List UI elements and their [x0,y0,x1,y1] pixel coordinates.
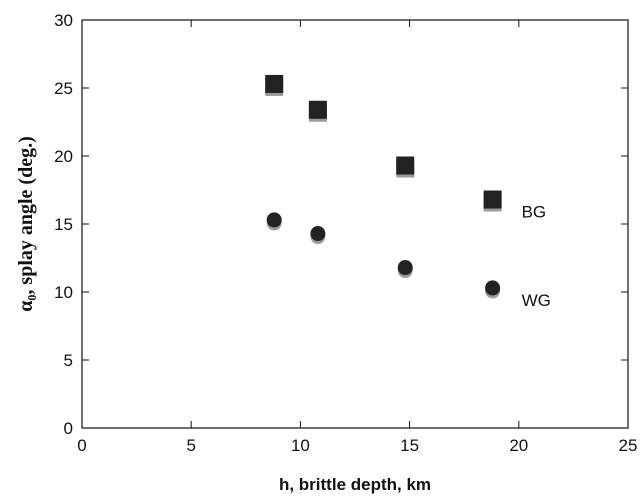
wg-point [310,226,326,242]
y-axis-label: α₀, splay angle (deg.) [15,136,37,312]
ticks: 0 5 10 15 20 25 0 5 10 15 20 25 30 [54,11,637,455]
axes [81,19,629,429]
series-labels: BG WG [522,203,551,310]
wg-point [266,212,282,228]
data-marks [265,74,502,299]
x-axis-label: h, brittle depth, km [279,475,431,494]
x-tick-label: 15 [400,436,419,455]
y-tick-label: 30 [54,11,73,30]
bg-series-label: BG [522,203,547,222]
x-tick-label: 10 [291,436,310,455]
x-tick-label: 25 [619,436,638,455]
y-tick-label: 25 [54,79,73,98]
bg-point [265,74,284,93]
y-tick-label: 15 [54,215,73,234]
bg-point [308,100,327,119]
bg-point [483,190,502,209]
bg-point [396,156,415,175]
x-tick-label: 0 [77,436,86,455]
x-tick-label: 20 [509,436,528,455]
plot-frame [81,19,629,429]
y-tick-label: 5 [64,351,73,370]
y-tick-label: 0 [64,419,73,438]
wg-series-label: WG [522,291,551,310]
wg-point [397,260,413,276]
y-tick-label: 10 [54,283,73,302]
wg-point [485,280,501,296]
x-tick-label: 5 [186,436,195,455]
y-tick-label: 20 [54,147,73,166]
